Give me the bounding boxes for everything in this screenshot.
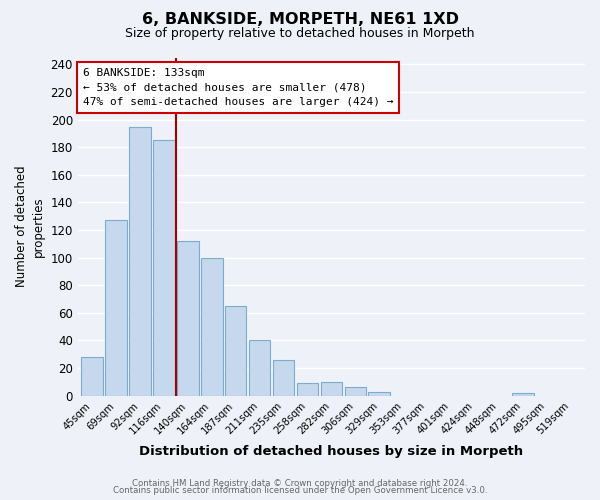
Bar xyxy=(320,382,342,396)
Text: Size of property relative to detached houses in Morpeth: Size of property relative to detached ho… xyxy=(125,28,475,40)
Text: Contains public sector information licensed under the Open Government Licence v3: Contains public sector information licen… xyxy=(113,486,487,495)
Bar xyxy=(153,140,175,396)
Text: Contains HM Land Registry data © Crown copyright and database right 2024.: Contains HM Land Registry data © Crown c… xyxy=(132,478,468,488)
Bar xyxy=(129,126,151,396)
X-axis label: Distribution of detached houses by size in Morpeth: Distribution of detached houses by size … xyxy=(139,444,523,458)
Bar xyxy=(201,258,223,396)
Bar xyxy=(249,340,271,396)
Bar xyxy=(297,384,318,396)
Bar xyxy=(512,393,533,396)
Bar xyxy=(368,392,390,396)
Bar xyxy=(344,388,366,396)
Bar xyxy=(225,306,247,396)
Bar xyxy=(273,360,295,396)
Bar xyxy=(177,241,199,396)
Y-axis label: Number of detached
properties: Number of detached properties xyxy=(15,166,45,288)
Text: 6 BANKSIDE: 133sqm
← 53% of detached houses are smaller (478)
47% of semi-detach: 6 BANKSIDE: 133sqm ← 53% of detached hou… xyxy=(83,68,394,107)
Bar xyxy=(106,220,127,396)
Bar xyxy=(82,357,103,396)
Text: 6, BANKSIDE, MORPETH, NE61 1XD: 6, BANKSIDE, MORPETH, NE61 1XD xyxy=(142,12,458,28)
